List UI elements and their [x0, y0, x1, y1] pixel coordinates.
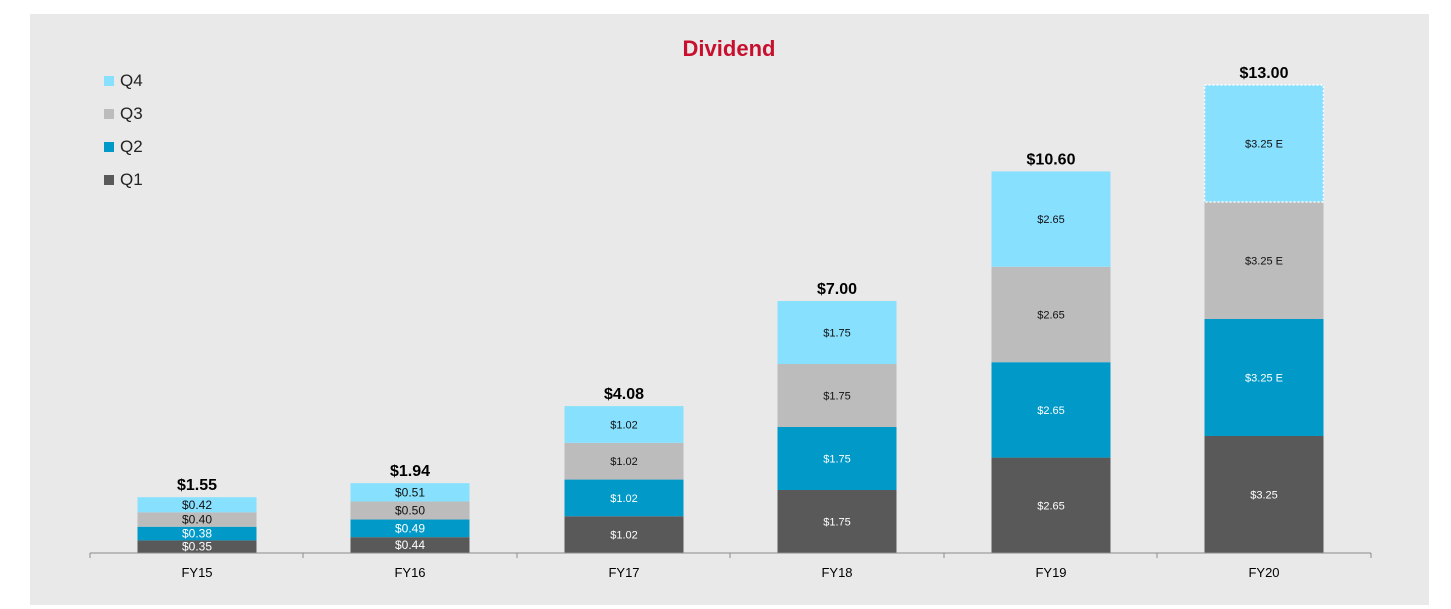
bar-q3-fy20 — [1204, 202, 1324, 319]
bar-q1-fy20 — [1204, 436, 1324, 553]
legend-label-q1: Q1 — [120, 170, 143, 189]
total-label-fy15: $1.55 — [177, 477, 217, 494]
x-tick-label-fy17: FY17 — [608, 565, 639, 580]
total-label-fy16: $1.94 — [390, 463, 430, 480]
segment-label-q1-fy18: $1.75 — [823, 517, 851, 529]
segment-label-q3-fy17: $1.02 — [610, 456, 638, 468]
segment-label-q2-fy18: $1.75 — [823, 454, 851, 466]
bar-q3-fy16 — [350, 501, 470, 520]
bar-q1-fy15 — [137, 540, 257, 553]
legend-swatch-q4 — [104, 76, 114, 86]
segment-label-q4-fy18: $1.75 — [823, 328, 851, 340]
segment-label-q3-fy16: $0.50 — [395, 504, 425, 518]
legend-swatch-q3 — [104, 109, 114, 119]
segment-label-q4-fy16: $0.51 — [395, 485, 425, 499]
x-tick-label-fy16: FY16 — [394, 565, 425, 580]
segment-label-q2-fy17: $1.02 — [610, 493, 638, 505]
bar-q1-fy17 — [564, 516, 684, 553]
bar-q3-fy17 — [564, 442, 684, 480]
bar-q4-fy20 — [1203, 84, 1325, 203]
bar-q3-fy19 — [991, 266, 1111, 363]
x-tick-label-fy20: FY20 — [1248, 565, 1279, 580]
bar-q1-fy18 — [777, 490, 897, 553]
segment-label-q3-fy20: $3.25 E — [1245, 256, 1283, 268]
bar-q1-fy19 — [991, 457, 1111, 553]
legend-swatch-q1 — [104, 175, 114, 185]
legend-label-q4: Q4 — [120, 71, 143, 90]
segment-label-q1-fy20: $3.25 — [1250, 490, 1278, 502]
bar-q3-fy15 — [137, 512, 257, 527]
bar-q2-fy16 — [350, 519, 470, 538]
segment-label-q1-fy19: $2.65 — [1037, 500, 1065, 512]
segment-label-q4-fy17: $1.02 — [610, 419, 638, 431]
bar-q1-fy16 — [350, 537, 470, 553]
chart-title: Dividend — [682, 36, 776, 61]
segment-label-q1-fy15: $0.35 — [182, 540, 212, 554]
bar-q4-fy17 — [564, 406, 684, 443]
legend-swatch-q2 — [104, 142, 114, 152]
x-tick-label-fy15: FY15 — [181, 565, 212, 580]
x-tick-label-fy18: FY18 — [821, 565, 852, 580]
legend-label-q3: Q3 — [120, 104, 143, 123]
bar-q3-fy18 — [777, 364, 897, 427]
bar-q4-fy18 — [777, 301, 897, 364]
bar-q2-fy19 — [991, 362, 1111, 458]
bar-q4-fy16 — [350, 483, 470, 502]
bar-q4-fy19 — [991, 171, 1111, 267]
bar-q2-fy15 — [137, 526, 257, 541]
total-label-fy18: $7.00 — [817, 281, 857, 298]
segment-label-q3-fy15: $0.40 — [182, 513, 212, 527]
segment-label-q1-fy17: $1.02 — [610, 530, 638, 542]
total-label-fy20: $13.00 — [1240, 65, 1289, 82]
bar-q2-fy20 — [1204, 319, 1324, 436]
segment-label-q2-fy16: $0.49 — [395, 521, 425, 535]
segment-label-q4-fy19: $2.65 — [1037, 214, 1065, 226]
segment-label-q4-fy15: $0.42 — [182, 498, 212, 512]
x-tick-label-fy19: FY19 — [1035, 565, 1066, 580]
legend-label-q2: Q2 — [120, 137, 143, 156]
total-label-fy19: $10.60 — [1027, 151, 1076, 168]
segment-label-q2-fy20: $3.25 E — [1245, 373, 1283, 385]
chart-panel — [30, 14, 1429, 605]
segment-label-q3-fy19: $2.65 — [1037, 310, 1065, 322]
bar-q4-fy15 — [137, 497, 257, 513]
bar-q2-fy18 — [777, 427, 897, 490]
segment-label-q3-fy18: $1.75 — [823, 391, 851, 403]
bar-q2-fy17 — [564, 479, 684, 517]
segment-label-q1-fy16: $0.44 — [395, 538, 425, 552]
total-label-fy17: $4.08 — [604, 386, 644, 403]
segment-label-q4-fy20: $3.25 E — [1245, 139, 1283, 151]
segment-label-q2-fy15: $0.38 — [182, 527, 212, 541]
segment-label-q2-fy19: $2.65 — [1037, 405, 1065, 417]
